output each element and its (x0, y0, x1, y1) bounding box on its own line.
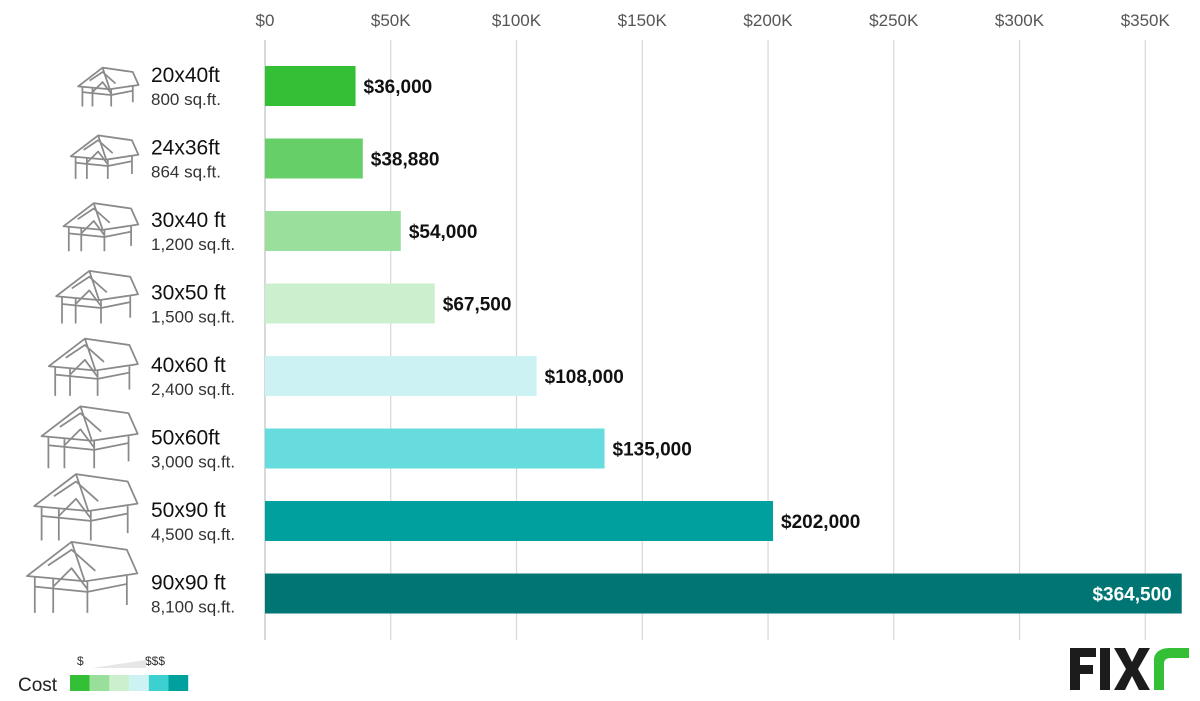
x-axis-ticks: $0 $50K $100K $150K $200K $250K $300K $350K (256, 11, 1171, 30)
legend-swatch (148, 675, 169, 691)
bar-value-label: $364,500 (1092, 585, 1171, 606)
category-size-label: 40x60 ft (151, 354, 226, 377)
bar (265, 428, 605, 469)
bar-value-label: $54,000 (409, 222, 478, 243)
category-area-label: 800 sq.ft. (151, 90, 221, 109)
grid-lines (264, 40, 1146, 640)
category-icons (26, 66, 140, 613)
bar (265, 501, 774, 541)
category-area-label: 1,500 sq.ft. (151, 308, 235, 327)
category-size-label: 90x90 ft (151, 572, 226, 595)
category-size-label: 50x90 ft (151, 499, 226, 522)
pavilion-icon (62, 202, 140, 252)
category-labels: 20x40ft 800 sq.ft. 24x36ft 864 sq.ft. 30x40 … (151, 64, 235, 617)
x-tick-label: $350K (1121, 11, 1171, 30)
bar-value-label: $36,000 (364, 77, 433, 98)
category-size-label: 50x60ft (151, 427, 220, 450)
pavilion-icon (77, 66, 140, 107)
bar (265, 211, 401, 251)
category-size-label: 30x50 ft (151, 282, 226, 305)
bar (265, 573, 1182, 614)
category-area-label: 3,000 sq.ft. (151, 453, 235, 472)
bar (265, 356, 537, 396)
bar-value-label: $108,000 (545, 367, 624, 388)
legend-swatch (109, 675, 130, 691)
bar (265, 66, 356, 106)
category-size-label: 30x40 ft (151, 209, 226, 232)
x-tick-label: $100K (492, 11, 542, 30)
x-tick-label: $300K (995, 11, 1045, 30)
legend-swatch (70, 675, 90, 691)
bar-value-label: $202,000 (781, 512, 860, 533)
legend-low-label: $ (77, 654, 84, 668)
pavilion-icon (26, 540, 139, 613)
pavilion-icon (40, 405, 139, 469)
cost-legend: Cost $ $$$ (18, 654, 189, 696)
legend-swatch (168, 675, 189, 691)
bar (265, 138, 363, 179)
x-tick-label: $250K (869, 11, 919, 30)
pavilion-icon (33, 473, 139, 541)
category-area-label: 4,500 sq.ft. (151, 525, 235, 544)
category-area-label: 8,100 sq.ft. (151, 598, 235, 617)
category-area-label: 2,400 sq.ft. (151, 380, 235, 399)
legend-title: Cost (18, 675, 58, 696)
pavilion-icon (69, 134, 140, 179)
x-tick-label: $50K (371, 11, 411, 30)
category-size-label: 20x40ft (151, 64, 220, 87)
bar (265, 283, 435, 324)
pavilion-icon (55, 270, 139, 324)
x-tick-label: $150K (618, 11, 668, 30)
x-tick-label: $0 (256, 11, 275, 30)
x-tick-label: $200K (743, 11, 793, 30)
bar-value-label: $135,000 (613, 440, 692, 461)
legend-high-label: $$$ (145, 654, 165, 668)
fixr-logo (1070, 648, 1189, 690)
bar-value-labels: $36,000 $38,880 $54,000 $67,500 $108,000 $135… (364, 77, 1172, 606)
category-area-label: 864 sq.ft. (151, 163, 221, 182)
legend-swatch (89, 675, 110, 691)
bar-value-label: $67,500 (443, 295, 512, 316)
category-area-label: 1,200 sq.ft. (151, 235, 235, 254)
category-size-label: 24x36ft (151, 137, 220, 160)
bars (265, 66, 1182, 614)
bar-value-label: $38,880 (371, 150, 440, 171)
legend-gradient-wedge (92, 660, 146, 668)
pavilion-icon (47, 337, 139, 396)
legend-swatch (129, 675, 149, 691)
